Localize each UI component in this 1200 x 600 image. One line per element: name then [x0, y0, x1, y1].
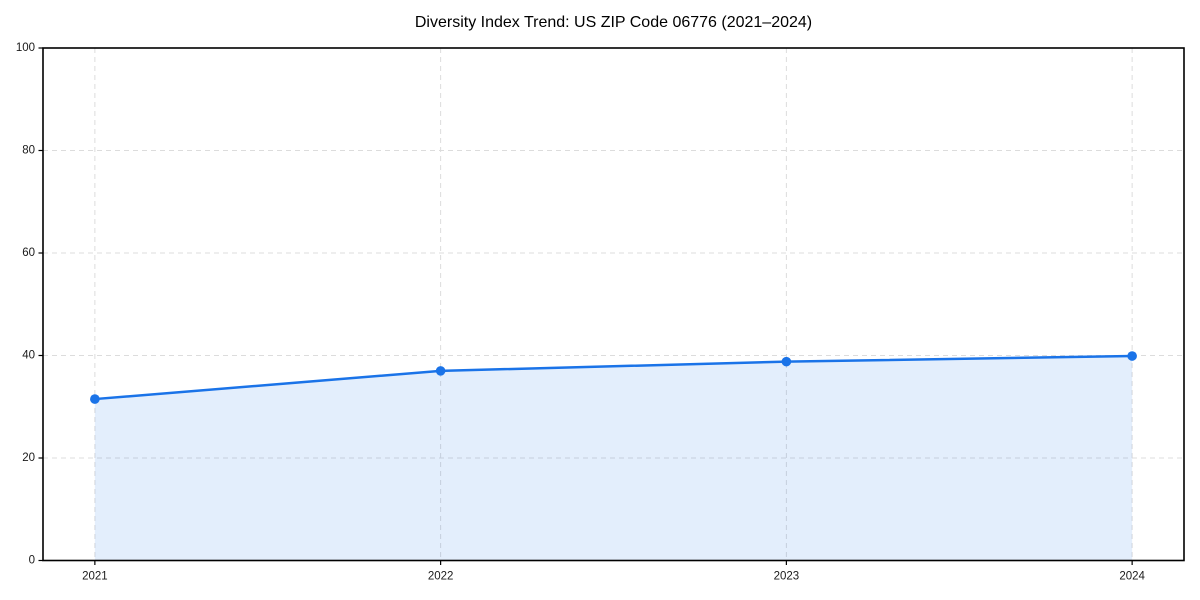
data-point: [435, 366, 446, 376]
data-point: [1127, 351, 1137, 361]
data-point: [781, 356, 792, 367]
x-tick-label: 2021: [82, 571, 108, 583]
chart-title: Diversity Index Trend: US ZIP Code 06776…: [414, 14, 813, 31]
x-tick-label: 2023: [774, 571, 800, 583]
y-tick-label: 0: [29, 555, 35, 567]
trend-line: [93, 354, 1134, 401]
y-tick-label: 20: [22, 452, 35, 464]
x-tick-label: 2022: [428, 571, 454, 583]
area-fill: [94, 356, 1133, 561]
y-tick-label: 40: [22, 350, 35, 362]
y-tick-label: 60: [22, 247, 35, 259]
axis-frame: [42, 47, 1185, 562]
data-point: [90, 394, 100, 404]
y-tick-label: 80: [22, 145, 35, 157]
x-tick-label: 2024: [1119, 571, 1145, 583]
y-tick-label: 100: [16, 42, 35, 54]
